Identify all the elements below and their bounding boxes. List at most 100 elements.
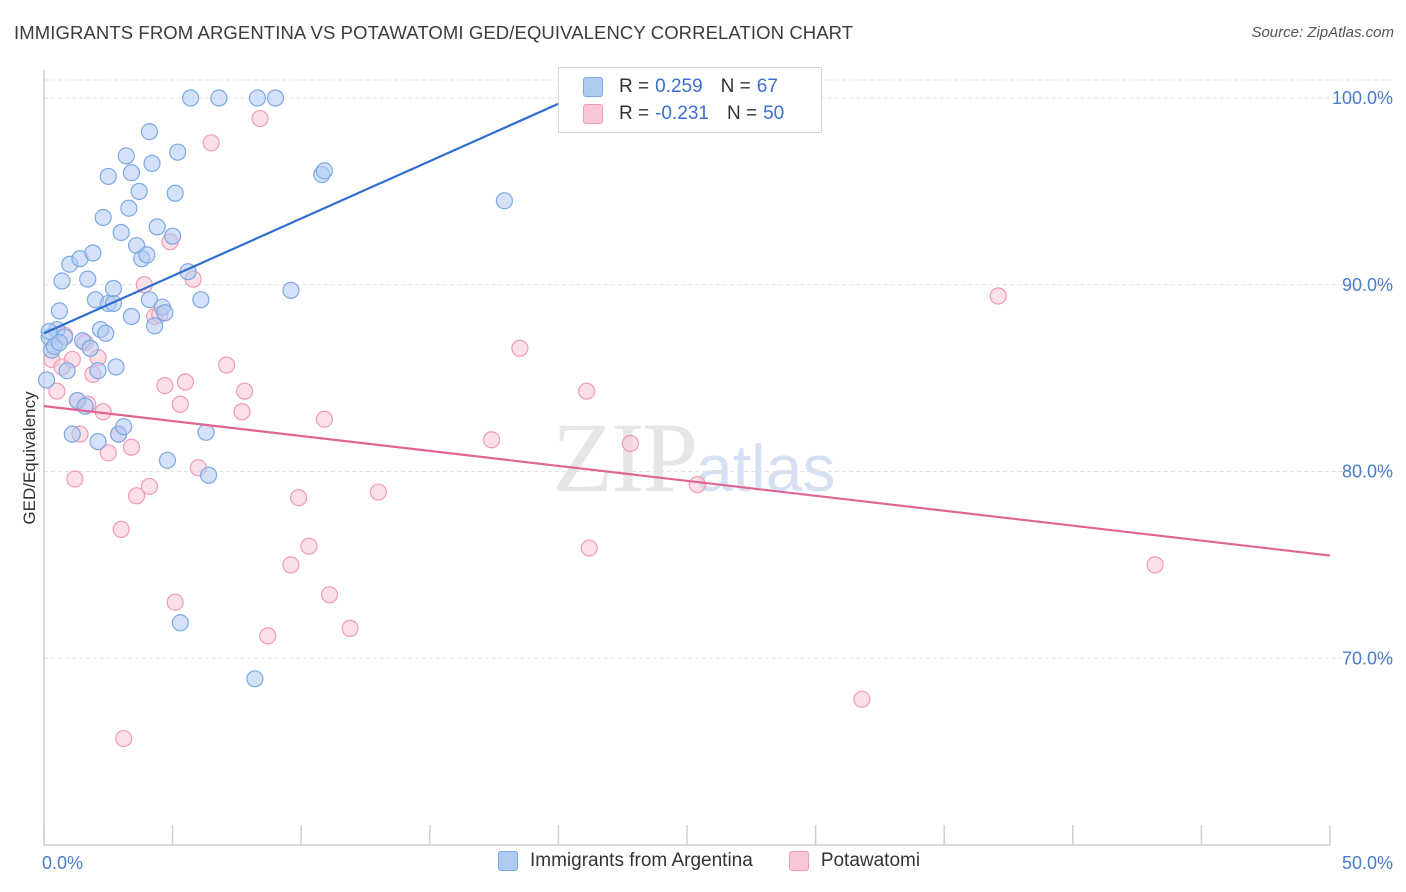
data-point	[251, 109, 269, 128]
legend-row-argentina: R = 0.259 N = 67	[583, 73, 778, 101]
data-point	[145, 317, 164, 335]
data-point	[112, 520, 130, 538]
data-point	[853, 690, 871, 708]
legend-r-value: -0.231	[655, 103, 709, 124]
data-point	[166, 184, 184, 202]
legend-row-potawatomi: R = -0.231 N = 50	[583, 100, 784, 128]
data-point	[320, 586, 339, 604]
data-point	[315, 162, 333, 180]
chart-source: Source: ZipAtlas.com	[1251, 24, 1394, 41]
data-point	[138, 246, 156, 264]
data-point	[171, 395, 189, 413]
data-point	[112, 223, 130, 242]
legend-label-potawatomi: Potawatomi	[820, 850, 921, 871]
data-point	[37, 371, 56, 389]
x-tick-label: 50.0%	[1342, 853, 1393, 873]
data-point	[580, 539, 598, 557]
data-point	[115, 418, 133, 436]
legend-swatch-pink	[583, 104, 603, 124]
data-point	[218, 356, 236, 374]
data-point	[341, 619, 359, 637]
data-point	[130, 182, 148, 200]
data-point	[176, 373, 195, 391]
legend-label-argentina: Immigrants from Argentina	[530, 850, 753, 871]
data-point	[158, 451, 177, 469]
data-point	[369, 483, 387, 501]
legend-swatch-blue	[498, 851, 518, 871]
data-point	[89, 362, 107, 380]
axes	[43, 70, 1331, 846]
data-point	[122, 438, 141, 456]
y-tick-label: 100.0%	[1332, 88, 1393, 108]
data-point	[63, 425, 81, 443]
legend-n-value: 50	[763, 103, 785, 124]
data-point	[115, 729, 133, 748]
data-point	[202, 134, 220, 152]
legend-item-potawatomi[interactable]: Potawatomi	[788, 850, 921, 872]
legend-swatch-pink	[788, 851, 809, 871]
data-point	[166, 593, 184, 611]
series-legend: Immigrants from Argentina Potawatomi	[498, 850, 956, 872]
data-point	[495, 192, 513, 210]
data-point	[127, 487, 146, 505]
data-point	[143, 154, 161, 172]
data-point	[511, 339, 529, 357]
data-point	[989, 287, 1007, 305]
data-point	[97, 324, 115, 342]
trend-lines	[43, 97, 1331, 557]
data-point	[282, 281, 300, 299]
legend-r-label: R =	[619, 76, 650, 97]
data-point	[482, 431, 501, 449]
data-point	[688, 475, 706, 494]
y-tick-label: 80.0%	[1342, 462, 1393, 482]
data-point	[107, 358, 125, 376]
y-tick-label: 90.0%	[1342, 275, 1393, 295]
data-point	[300, 537, 318, 555]
data-point	[248, 89, 267, 107]
legend-r-value: 0.259	[655, 76, 703, 97]
data-point	[169, 143, 187, 161]
data-point	[140, 123, 159, 141]
data-point	[182, 89, 200, 107]
data-point	[120, 199, 138, 217]
data-point	[315, 410, 333, 428]
data-point	[192, 291, 210, 309]
data-point	[58, 362, 76, 380]
data-point	[621, 434, 640, 453]
data-point	[1146, 556, 1164, 574]
data-point	[84, 244, 102, 262]
data-point	[50, 334, 69, 352]
data-point	[99, 444, 117, 462]
data-point	[89, 433, 107, 451]
data-point	[259, 627, 277, 645]
data-point	[210, 89, 228, 107]
legend-r-label: R =	[619, 103, 650, 124]
data-point	[156, 304, 174, 322]
trend-line-argentina	[43, 97, 572, 335]
watermark-zip: ZIP	[552, 402, 698, 513]
data-point	[53, 272, 71, 290]
data-point	[122, 307, 141, 326]
data-point	[200, 466, 218, 484]
data-point	[81, 339, 99, 357]
data-point	[117, 147, 135, 165]
chart-title: IMMIGRANTS FROM ARGENTINA VS POTAWATOMI …	[14, 22, 854, 43]
data-point	[233, 403, 251, 421]
data-point	[578, 382, 596, 400]
y-axis-label: GED/Equivalency	[20, 391, 39, 525]
series-immigrants-from-argentina	[37, 89, 513, 688]
watermark: ZIPatlas	[552, 400, 835, 515]
y-tick-label: 70.0%	[1342, 648, 1393, 668]
data-point	[148, 218, 166, 236]
legend-item-argentina[interactable]: Immigrants from Argentina	[498, 850, 753, 872]
data-point	[122, 164, 141, 182]
data-point	[236, 382, 254, 400]
data-point	[171, 614, 189, 632]
legend-n-label: N =	[720, 76, 751, 97]
data-point	[164, 227, 182, 245]
x-tick-label: 0.0%	[42, 853, 83, 873]
legend-n-value: 67	[756, 76, 778, 97]
data-point	[156, 377, 174, 395]
data-point	[290, 489, 308, 507]
data-point	[140, 291, 159, 309]
